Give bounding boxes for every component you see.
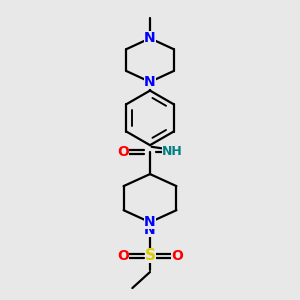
Text: N: N	[144, 31, 156, 45]
Text: S: S	[145, 248, 155, 263]
Text: O: O	[117, 249, 129, 263]
Text: NH: NH	[162, 145, 183, 158]
Text: N: N	[144, 215, 156, 229]
Text: O: O	[171, 249, 183, 263]
Text: N: N	[144, 75, 156, 89]
Text: O: O	[117, 145, 129, 159]
Text: N: N	[144, 223, 156, 237]
